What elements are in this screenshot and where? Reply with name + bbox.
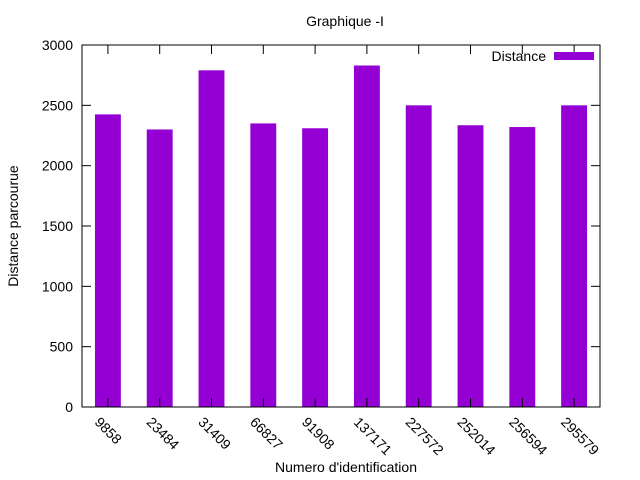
legend-label: Distance (492, 48, 547, 64)
bar-31409 (198, 70, 225, 407)
bar-256594 (509, 127, 536, 408)
y-tick-label-1000: 1000 (42, 278, 73, 294)
x-axis-label: Numero d'identification (275, 459, 417, 475)
y-tick-label-2000: 2000 (42, 158, 73, 174)
x-tick-label-295579: 295579 (558, 414, 602, 458)
x-tick-label-256594: 256594 (506, 414, 550, 458)
x-tick-label-252014: 252014 (454, 414, 498, 458)
bar-137171 (353, 65, 380, 407)
x-tick-label-23484: 23484 (144, 414, 183, 453)
y-tick-label-500: 500 (50, 339, 74, 355)
bar-91908 (302, 128, 329, 407)
x-tick-label-31409: 31409 (195, 414, 234, 453)
y-tick-label-1500: 1500 (42, 218, 73, 234)
legend-swatch (554, 52, 594, 60)
bar-252014 (457, 125, 484, 408)
legend: Distance (492, 48, 594, 64)
y-tick-label-3000: 3000 (42, 37, 73, 53)
y-tick-label-0: 0 (65, 399, 73, 415)
x-tick-label-66827: 66827 (247, 414, 286, 453)
bars-layer (94, 65, 588, 408)
x-tick-label-9858: 9858 (92, 414, 125, 447)
chart-title: Graphique -I (306, 13, 384, 29)
x-tick-label-137171: 137171 (351, 414, 395, 458)
x-tick-label-91908: 91908 (299, 414, 338, 453)
bar-9858 (94, 114, 121, 407)
bar-295579 (561, 105, 588, 407)
y-axis-label: Distance parcourue (5, 165, 21, 287)
y-tick-label-2500: 2500 (42, 97, 73, 113)
bar-23484 (146, 129, 173, 407)
x-tick-label-227572: 227572 (403, 414, 447, 458)
bar-227572 (405, 105, 432, 407)
bar-66827 (250, 123, 277, 408)
